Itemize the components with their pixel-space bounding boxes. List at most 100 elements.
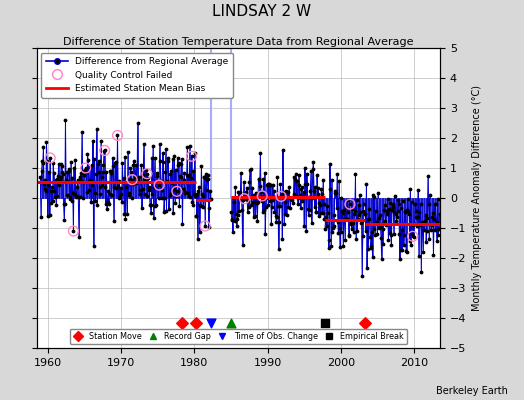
Point	[127, 169, 135, 176]
Point	[314, 184, 322, 191]
Point	[102, 169, 111, 176]
Point	[319, 210, 327, 216]
Point	[415, 209, 423, 216]
Point	[163, 154, 172, 161]
Point	[413, 214, 422, 220]
Point	[234, 212, 242, 219]
Point	[157, 195, 166, 202]
Point	[54, 173, 62, 179]
Point	[373, 219, 381, 225]
Point	[110, 184, 118, 190]
Point	[310, 204, 319, 210]
Point	[349, 220, 357, 227]
Point	[137, 178, 145, 185]
Point	[227, 216, 236, 222]
Point	[201, 223, 209, 229]
Point	[93, 126, 101, 132]
Point	[190, 191, 198, 198]
Point	[87, 198, 95, 205]
Point	[409, 233, 417, 240]
Point	[175, 203, 183, 210]
Point	[414, 253, 423, 259]
Point	[326, 160, 334, 167]
Point	[293, 178, 301, 185]
Point	[193, 236, 202, 242]
Legend: Station Move, Record Gap, Time of Obs. Change, Empirical Break: Station Move, Record Gap, Time of Obs. C…	[70, 328, 407, 344]
Point	[354, 216, 362, 222]
Point	[39, 144, 48, 150]
Point	[74, 194, 82, 200]
Point	[311, 183, 320, 190]
Point	[203, 187, 211, 194]
Point	[99, 168, 107, 175]
Point	[50, 188, 59, 194]
Point	[168, 156, 177, 162]
Point	[329, 223, 337, 229]
Point	[335, 224, 344, 231]
Point	[178, 319, 186, 326]
Point	[238, 207, 246, 214]
Point	[379, 241, 387, 247]
Point	[61, 201, 69, 207]
Point	[246, 166, 254, 173]
Point	[59, 170, 67, 177]
Point	[394, 196, 402, 203]
Point	[323, 203, 332, 209]
Point	[264, 202, 272, 208]
Point	[410, 234, 418, 240]
Point	[331, 188, 339, 194]
Point	[61, 117, 70, 123]
Point	[70, 164, 78, 171]
Point	[358, 232, 367, 239]
Point	[259, 209, 267, 215]
Point	[104, 199, 112, 205]
Point	[168, 180, 176, 186]
Point	[406, 238, 414, 244]
Point	[362, 181, 370, 187]
Point	[170, 186, 178, 192]
Point	[136, 187, 144, 193]
Point	[356, 209, 365, 215]
Point	[368, 229, 376, 235]
Point	[57, 161, 66, 168]
Point	[72, 194, 81, 200]
Point	[305, 194, 313, 200]
Point	[284, 204, 292, 211]
Point	[43, 158, 51, 164]
Point	[380, 207, 388, 213]
Point	[120, 211, 128, 217]
Point	[182, 172, 191, 178]
Point	[377, 234, 385, 241]
Point	[389, 204, 397, 210]
Point	[428, 214, 436, 220]
Point	[340, 216, 348, 222]
Point	[260, 170, 269, 176]
Point	[325, 237, 333, 244]
Point	[47, 188, 55, 194]
Point	[390, 231, 398, 238]
Point	[178, 156, 186, 162]
Point	[230, 195, 238, 202]
Point	[58, 169, 67, 175]
Point	[164, 158, 172, 164]
Point	[302, 170, 311, 177]
Point	[298, 184, 306, 190]
Point	[124, 192, 133, 198]
Point	[417, 268, 425, 275]
Point	[231, 184, 239, 190]
Point	[298, 198, 307, 204]
Point	[82, 169, 91, 175]
Point	[156, 141, 164, 148]
Point	[315, 212, 323, 219]
Point	[179, 177, 188, 183]
Point	[428, 222, 436, 228]
Point	[357, 218, 366, 224]
Point	[303, 180, 311, 187]
Point	[380, 202, 389, 208]
Text: LINDSAY 2 W: LINDSAY 2 W	[212, 4, 312, 19]
Point	[245, 204, 253, 210]
Point	[160, 194, 169, 201]
Point	[247, 202, 255, 208]
Point	[191, 193, 200, 199]
Point	[86, 164, 94, 170]
